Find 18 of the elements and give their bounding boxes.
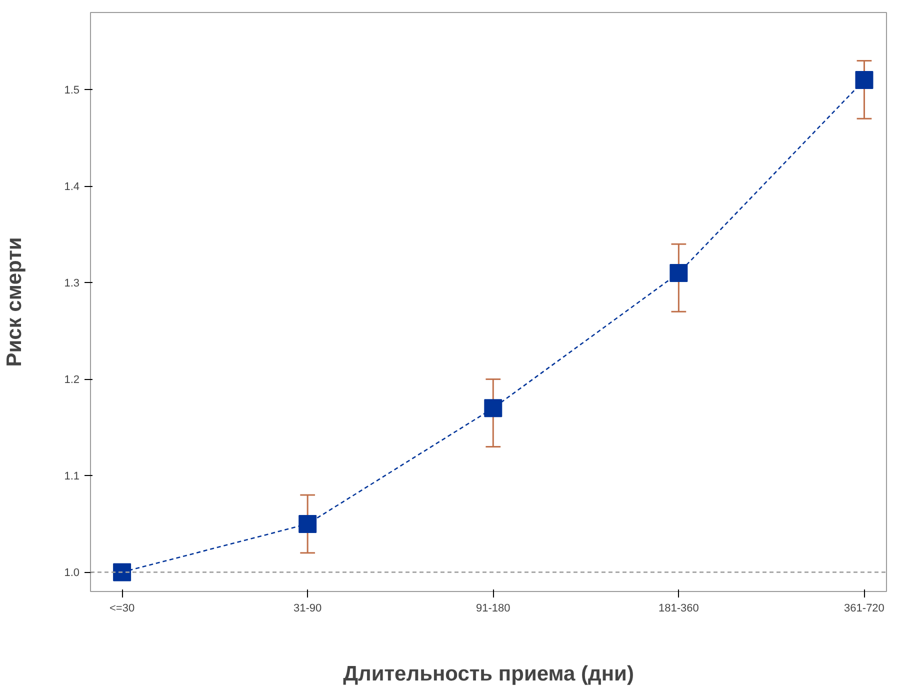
point [113, 563, 132, 582]
y-axis-title: Риск смерти [3, 237, 26, 367]
point [484, 399, 502, 418]
x-tick-label: <=30 [110, 602, 135, 614]
y-tick-label: 1.2 [64, 374, 80, 386]
y-tick-label: 1.0 [64, 567, 80, 580]
point [298, 514, 317, 533]
x-tick-label: 361-720 [844, 602, 884, 614]
x-tick-label: 91-180 [476, 602, 510, 614]
point [855, 71, 874, 90]
y-tick-label: 1.4 [64, 181, 80, 194]
y-tick-label: 1.5 [64, 84, 80, 97]
x-tick-label: 181-360 [658, 602, 699, 614]
y-tick-label: 1.1 [64, 470, 80, 483]
y-tick-label: 1.3 [64, 278, 80, 290]
x-axis-title: Длительность приема (дни) [343, 662, 634, 686]
point [670, 264, 688, 282]
x-tick-label: 31-90 [294, 602, 322, 614]
